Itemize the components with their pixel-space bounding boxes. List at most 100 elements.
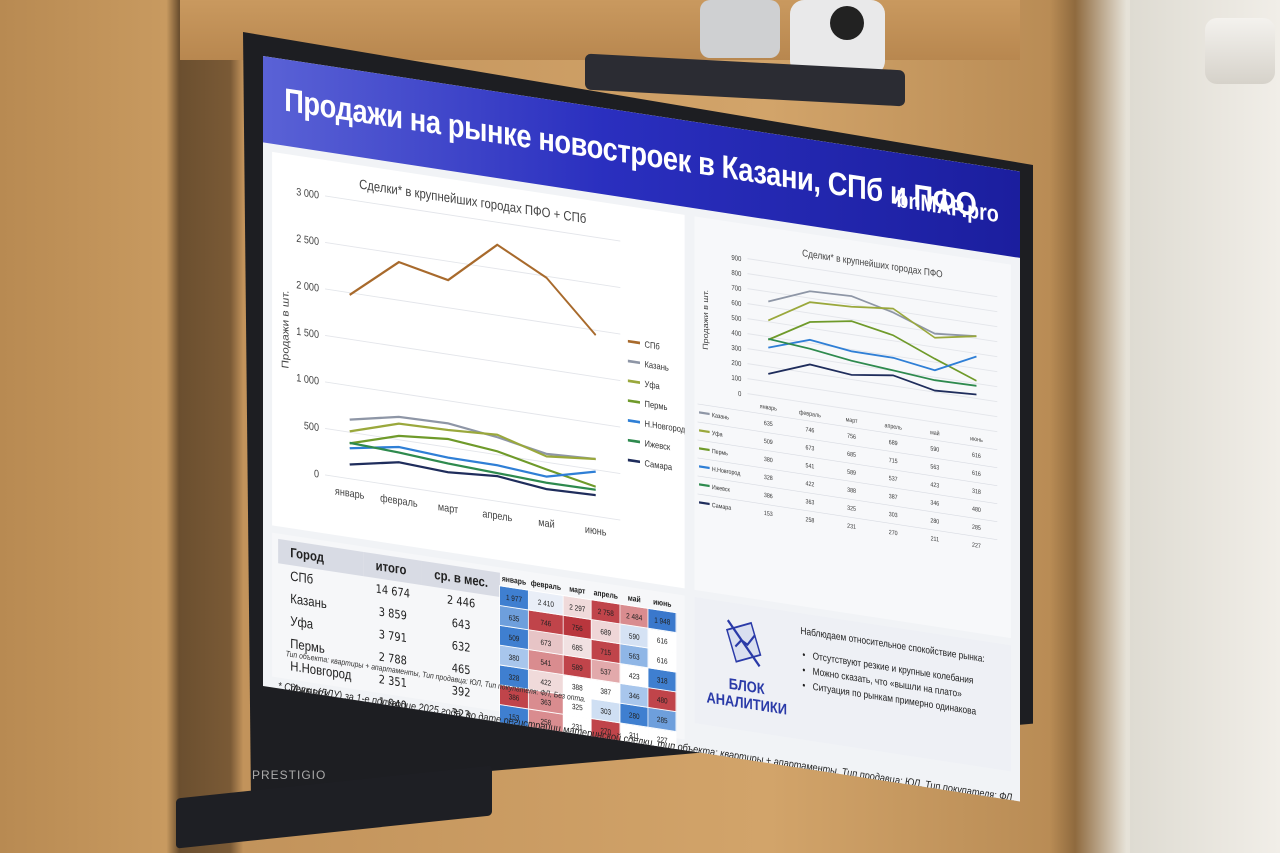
series-line: [349, 243, 597, 336]
data-table-value: 318: [972, 488, 981, 496]
legend-swatch: [627, 399, 640, 404]
legend-swatch: [627, 419, 640, 424]
legend-label: СПб: [645, 339, 660, 352]
series-line: [768, 290, 977, 338]
data-table-swatch: [699, 501, 710, 506]
data-table-value: 756: [847, 433, 856, 441]
gridline: [747, 333, 998, 373]
chart-pfo: Сделки* в крупнейших городах ПФО Продажи …: [697, 248, 998, 550]
data-table-value: 211: [931, 536, 939, 544]
gridline: [325, 195, 621, 242]
data-table-header: май: [930, 429, 940, 438]
y-tick-label: 300: [731, 344, 741, 353]
gridline: [325, 335, 621, 381]
data-table-value: 673: [806, 445, 815, 453]
data-table-rule: [697, 475, 998, 523]
data-table-value: 270: [889, 530, 898, 538]
gridline: [747, 393, 998, 433]
gridline: [747, 348, 998, 388]
y-tick-label: 500: [304, 420, 320, 434]
camera-mount: [700, 0, 780, 58]
data-table-value: 423: [930, 482, 939, 490]
gridline: [747, 378, 998, 418]
data-table-value: 635: [764, 421, 773, 429]
data-table-value: 280: [930, 518, 939, 526]
legend-label: Н.Новгород: [645, 418, 685, 435]
data-table-value: 325: [847, 505, 856, 513]
legend-swatch: [627, 359, 640, 365]
data-table-value: 509: [764, 439, 773, 447]
x-tick-label: февраль: [380, 492, 417, 511]
gridline: [325, 242, 621, 288]
data-table-value: 541: [806, 463, 815, 471]
y-tick-label: 500: [731, 314, 741, 323]
data-table-series: Самара: [712, 503, 732, 513]
x-tick-label: март: [438, 502, 459, 517]
legend-label: Самара: [645, 457, 673, 472]
data-table-series: Уфа: [712, 431, 723, 439]
data-table-header: апрель: [885, 423, 902, 432]
series-line: [768, 338, 977, 372]
data-table-rule: [697, 493, 998, 541]
data-table-swatch: [699, 429, 710, 434]
data-table-value: 616: [972, 470, 981, 478]
series-line: [767, 301, 977, 339]
x-tick-label: апрель: [482, 508, 512, 524]
y-tick-label: 900: [731, 254, 741, 263]
y-tick-label: 2 000: [296, 280, 319, 295]
legend-label: Казань: [645, 358, 669, 372]
y-axis-label: Продажи в шт.: [281, 290, 292, 370]
data-table-value: 746: [806, 427, 815, 435]
data-table-value: 537: [889, 476, 898, 484]
chart-main: Сделки* в крупнейших городах ПФО + СПбПр…: [281, 177, 686, 539]
data-table-value: 285: [972, 524, 981, 532]
gridline: [325, 288, 621, 335]
data-table-value: 387: [889, 494, 898, 502]
data-table-series: Казань: [712, 413, 729, 422]
data-table-value: 616: [972, 452, 981, 460]
chart-title: Сделки* в крупнейших городах ПФО: [802, 248, 942, 280]
y-axis-label: Продажи в шт.: [701, 289, 710, 351]
legend-swatch: [627, 458, 640, 464]
series-line: [767, 320, 977, 382]
data-table-value: 715: [889, 458, 898, 466]
data-table-rule: [697, 457, 998, 505]
data-table-value: 563: [930, 464, 939, 472]
series-line: [768, 363, 977, 396]
data-table-swatch: [699, 465, 710, 470]
camera-lens: [830, 6, 864, 40]
x-tick-label: январь: [335, 486, 364, 502]
data-table-series: Пермь: [712, 449, 728, 458]
data-table-value: 346: [930, 500, 939, 508]
x-tick-label: май: [538, 517, 554, 531]
chart-panel-main: Сделки* в крупнейших городах ПФО + СПб Пр…: [272, 151, 686, 589]
series-line: [349, 445, 596, 478]
data-table-rule: [697, 403, 998, 451]
y-tick-label: 1 500: [296, 326, 319, 341]
data-table-rule: [697, 439, 998, 487]
legend-swatch: [627, 438, 640, 444]
y-tick-label: 3 000: [296, 187, 319, 202]
series-line: [349, 415, 596, 461]
data-table-series: Ижевск: [712, 485, 730, 494]
data-table-swatch: [699, 483, 710, 488]
y-tick-label: 100: [731, 374, 741, 383]
data-table-value: 231: [847, 523, 856, 531]
series-line: [349, 441, 596, 491]
series-line: [349, 461, 596, 497]
legend-swatch: [627, 339, 640, 345]
y-tick-label: 1 000: [296, 373, 319, 388]
analytics-icon: [725, 619, 762, 668]
series-line: [349, 434, 596, 488]
gridline: [747, 273, 998, 313]
data-table-header: июнь: [970, 436, 983, 444]
x-tick-label: июнь: [585, 524, 607, 539]
legend-label: Пермь: [645, 398, 668, 412]
data-table-value: 227: [972, 542, 981, 550]
data-table-header: февраль: [799, 410, 821, 420]
y-tick-label: 400: [731, 329, 741, 338]
camera-icon: [790, 0, 885, 75]
data-table-rule: [697, 421, 998, 469]
data-table-value: 388: [847, 487, 856, 495]
data-table-value: 386: [764, 493, 773, 501]
